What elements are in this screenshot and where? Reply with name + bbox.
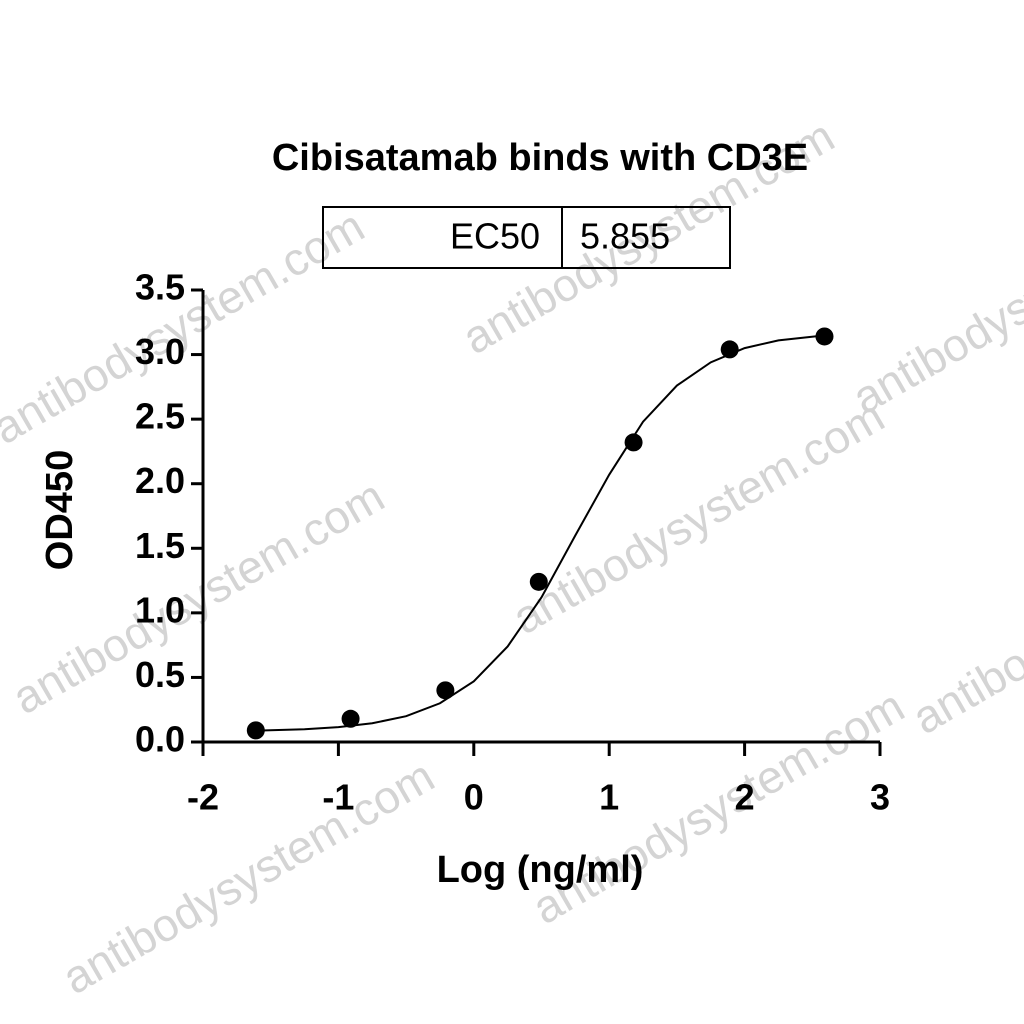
data-point: [529, 572, 548, 591]
x-tick-label: 2: [735, 777, 755, 818]
y-tick-label: 3.0: [135, 331, 185, 372]
data-point: [246, 721, 265, 740]
y-axis-label: OD450: [39, 450, 81, 570]
watermark: antibodysystem.com: [504, 389, 893, 644]
x-tick-label: -2: [187, 777, 219, 818]
y-tick-label: 1.5: [135, 525, 185, 566]
legend-label: EC50: [450, 216, 540, 257]
x-tick-label: -1: [322, 777, 354, 818]
x-tick-label: 0: [464, 777, 484, 818]
data-point: [720, 340, 739, 359]
x-tick-label: 1: [599, 777, 619, 818]
x-axis-label: Log (ng/ml): [437, 849, 644, 891]
legend-value: 5.855: [580, 216, 670, 257]
data-point: [341, 709, 360, 728]
y-tick-label: 3.5: [135, 267, 185, 308]
watermark: antibodysystem.com: [844, 169, 1024, 424]
legend-box: [322, 206, 731, 269]
data-point: [624, 433, 643, 452]
watermark: antibodysystem.com: [0, 199, 373, 454]
fit-curve: [257, 334, 826, 732]
watermark: antibodysystem.com: [524, 679, 913, 934]
y-tick-label: 0.5: [135, 654, 185, 695]
data-point: [815, 327, 834, 346]
data-point: [436, 681, 455, 700]
watermark: antibodysystem.com: [54, 749, 443, 1004]
y-tick-label: 1.0: [135, 589, 185, 630]
x-tick-label: 3: [870, 777, 890, 818]
watermark: antibodysystem.com: [904, 489, 1024, 744]
y-tick-label: 0.0: [135, 719, 185, 760]
y-tick-label: 2.5: [135, 396, 185, 437]
chart-title: Cibisatamab binds with CD3E: [272, 137, 808, 179]
y-tick-label: 2.0: [135, 460, 185, 501]
